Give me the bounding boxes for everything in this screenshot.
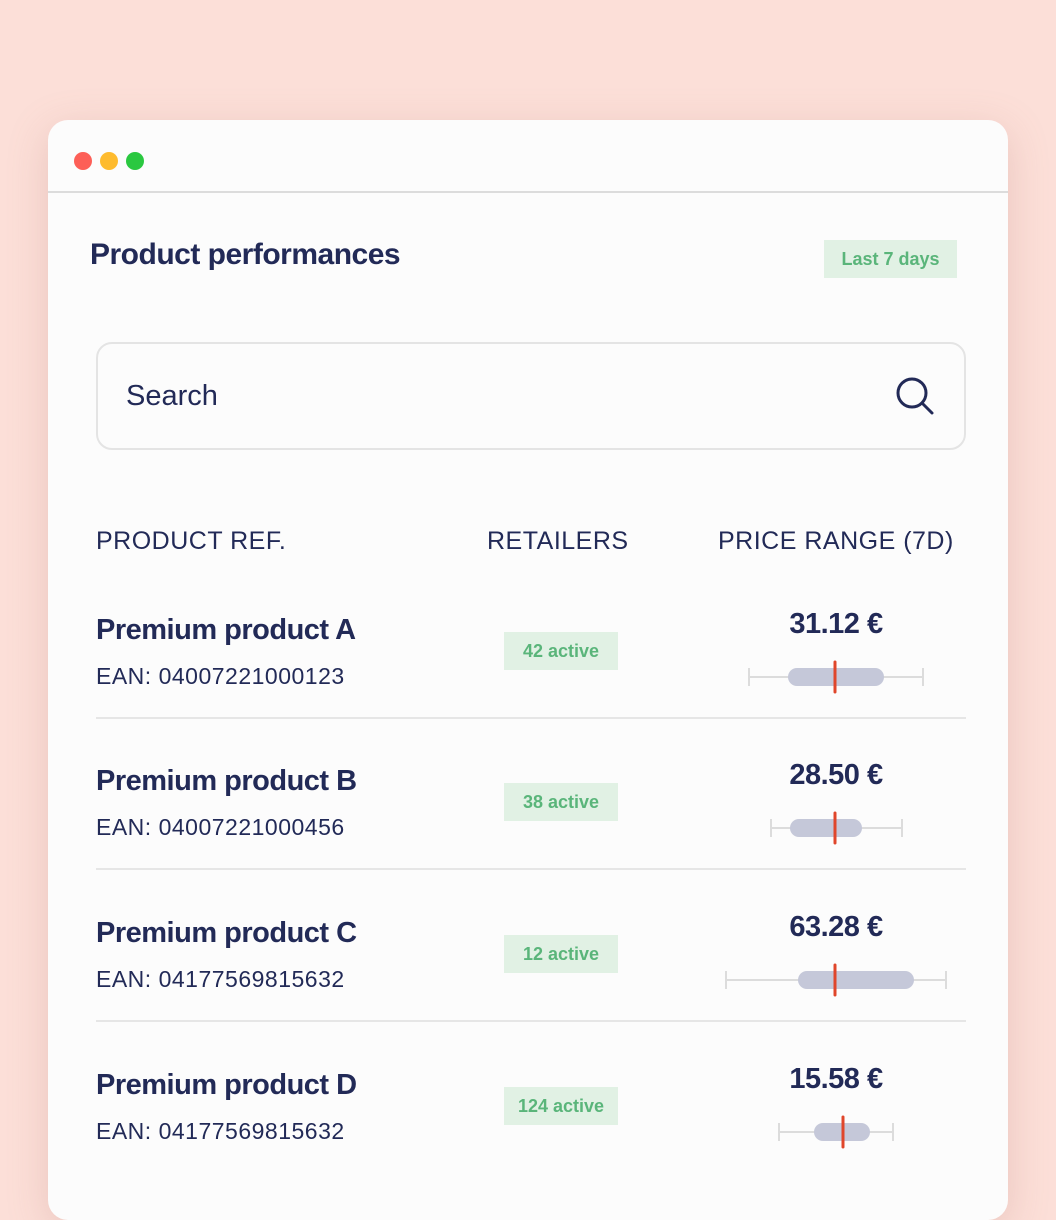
product-name[interactable]: Premium product D (96, 1069, 357, 1101)
retailers-badge: 38 active (504, 783, 618, 821)
price-range-bar (748, 660, 924, 694)
page-title: Product performances (90, 238, 401, 271)
table-row[interactable]: Premium product C EAN: 04177569815632 12… (96, 911, 966, 1087)
current-price: 28.50 € (789, 759, 883, 791)
column-header-price-range: PRICE RANGE (7D) (718, 527, 954, 555)
search-placeholder: Search (126, 379, 218, 412)
current-price: 63.28 € (789, 911, 883, 943)
minimize-button[interactable] (100, 152, 118, 170)
search-input[interactable]: Search (96, 342, 966, 450)
row-divider (96, 717, 966, 719)
range-box (790, 819, 862, 837)
price-range-bar (725, 963, 947, 997)
maximize-button[interactable] (126, 152, 144, 170)
range-box (798, 971, 914, 989)
table-row[interactable]: Premium product A EAN: 04007221000123 42… (96, 608, 966, 784)
search-icon[interactable] (894, 375, 936, 417)
row-divider (96, 868, 966, 870)
period-badge[interactable]: Last 7 days (824, 240, 957, 278)
table-row[interactable]: Premium product D EAN: 04177569815632 12… (96, 1063, 966, 1220)
retailers-badge: 124 active (504, 1087, 618, 1125)
retailers-badge: 12 active (504, 935, 618, 973)
column-header-retailers: RETAILERS (487, 527, 629, 555)
product-ean: EAN: 04007221000456 (96, 814, 345, 840)
retailers-badge: 42 active (504, 632, 618, 670)
product-name[interactable]: Premium product C (96, 917, 357, 949)
product-name[interactable]: Premium product A (96, 614, 356, 646)
table-row[interactable]: Premium product B EAN: 04007221000456 38… (96, 759, 966, 935)
app-window: Product performances Last 7 days Search … (48, 120, 1008, 1220)
current-price: 15.58 € (789, 1063, 883, 1095)
product-ean: EAN: 04177569815632 (96, 966, 345, 992)
column-header-product: PRODUCT REF. (96, 527, 287, 555)
product-name[interactable]: Premium product B (96, 765, 357, 797)
title-bar (48, 120, 1008, 193)
close-button[interactable] (74, 152, 92, 170)
product-ean: EAN: 04007221000123 (96, 663, 345, 689)
price-range-bar (770, 811, 903, 845)
row-divider (96, 1020, 966, 1022)
price-range-bar (778, 1115, 894, 1149)
current-price: 31.12 € (789, 608, 883, 640)
